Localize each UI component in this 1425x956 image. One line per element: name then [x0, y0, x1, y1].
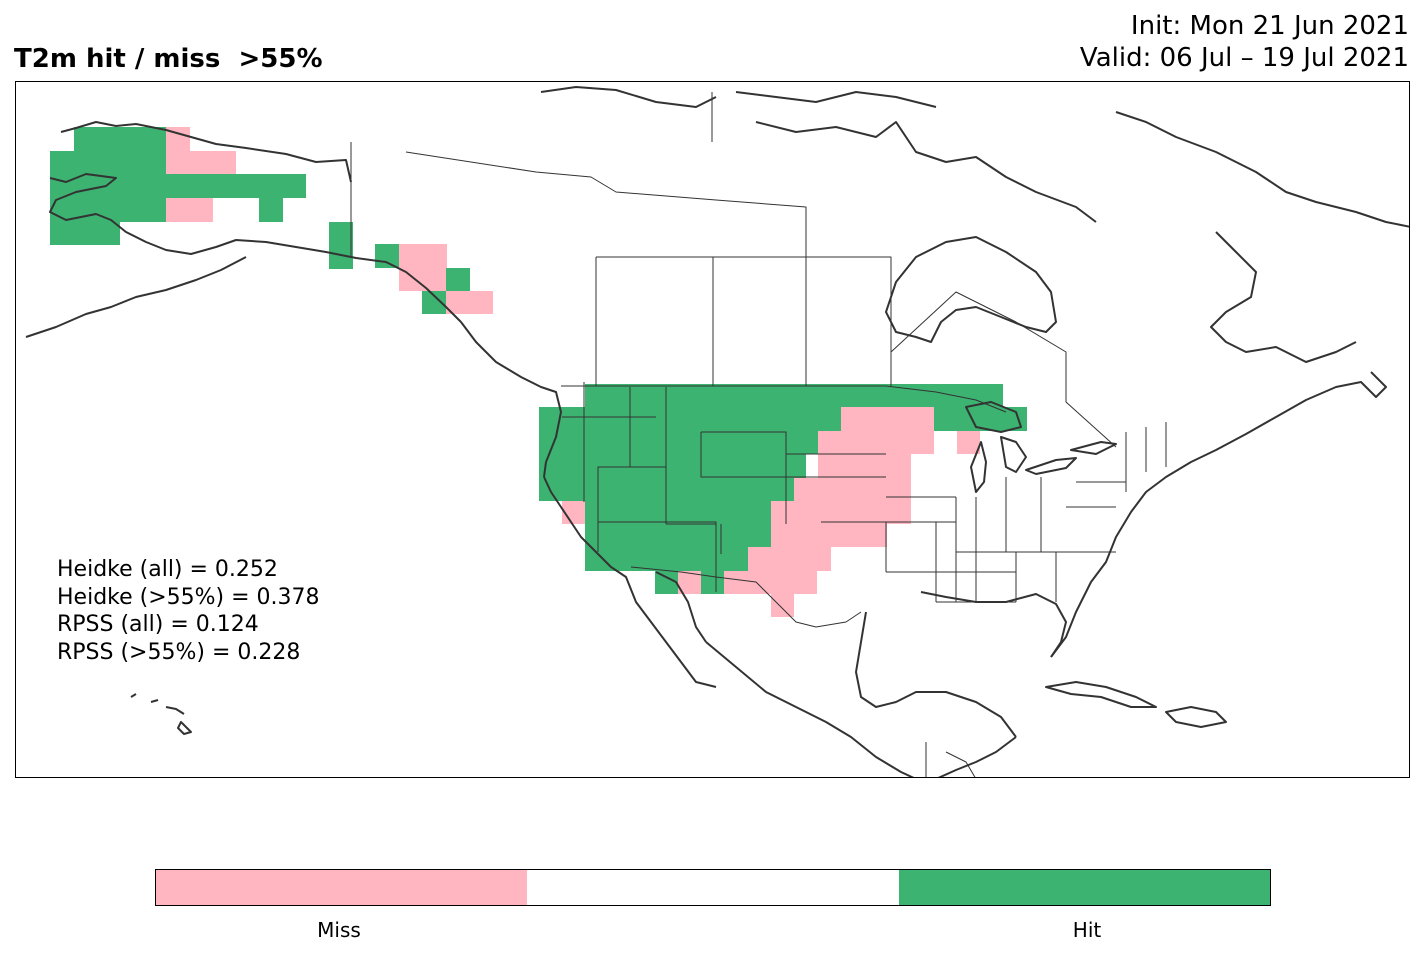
hudson-bay [885, 236, 1057, 343]
hit-cell [375, 244, 399, 268]
miss-cell [818, 454, 911, 478]
canada-us-border [561, 385, 1007, 413]
hit-cell [539, 431, 829, 454]
miss-cell [841, 407, 934, 431]
us-state-borders [562, 382, 1167, 603]
hit-cell [74, 127, 166, 151]
rpss-all: RPSS (all) = 0.124 [57, 612, 259, 637]
hit-cell [50, 151, 166, 174]
coastlines [25, 86, 1409, 777]
miss-cell [399, 268, 446, 291]
colorbar-hit-segment [898, 870, 1270, 905]
hit-cell [585, 384, 1003, 407]
miss-cell [748, 547, 831, 571]
west-coast [543, 476, 717, 688]
colorbar-miss-segment [156, 870, 528, 905]
rpss-55: RPSS (>55%) = 0.228 [57, 639, 301, 665]
mexico-central-america [925, 742, 976, 777]
date-block: Init: Mon 21 Jun 2021 Valid: 06 Jul – 19… [1080, 10, 1409, 74]
pacific-nw-coast [460, 321, 562, 478]
miss-cell [818, 431, 934, 454]
hawaii [130, 693, 192, 735]
hit-cell [655, 571, 678, 594]
hit-cell [585, 524, 771, 547]
colorbar-neutral-segment [527, 870, 899, 905]
hit-cell [422, 291, 446, 314]
arctic-islands [540, 86, 1409, 363]
skill-scores: Heidke (all) = 0.252 Heidke (>55%) = 0.3… [57, 556, 320, 666]
colorbar-miss-label: Miss [317, 918, 361, 942]
us-mexico-border [630, 566, 862, 628]
mexico-coast [705, 641, 915, 777]
hit-miss-grid [50, 127, 1027, 617]
miss-cell [724, 571, 817, 594]
miss-cell [446, 291, 493, 314]
heidke-55: Heidke (>55%) = 0.378 [57, 584, 320, 610]
miss-cell [166, 151, 236, 174]
hit-cell [329, 222, 353, 269]
hispaniola [1165, 706, 1227, 728]
map-title: T2m hit / miss >55% [14, 44, 323, 74]
miss-cell [794, 478, 911, 501]
colorbar [155, 869, 1271, 906]
miss-cell [166, 198, 213, 222]
hit-cell [562, 501, 794, 524]
init-date: Init: Mon 21 Jun 2021 [1130, 11, 1409, 41]
hit-cell [50, 222, 120, 245]
miss-cell [957, 431, 980, 454]
miss-cell [678, 571, 701, 594]
hit-cell [259, 198, 283, 222]
heidke-all: Heidke (all) = 0.252 [57, 557, 278, 582]
miss-cell [771, 524, 887, 547]
miss-cell [771, 501, 911, 524]
map-canvas [25, 86, 1409, 777]
borders [350, 92, 1167, 777]
east-coast [1050, 371, 1387, 658]
colorbar-hit-label: Hit [1072, 918, 1102, 942]
canada-provinces [405, 92, 1117, 448]
alaska-coast [25, 121, 462, 338]
hit-cell [50, 174, 306, 198]
miss-cell [399, 244, 447, 268]
miss-cell [771, 594, 794, 617]
hit-cell [701, 571, 724, 594]
hit-cell [585, 547, 748, 571]
map-panel [15, 81, 1410, 778]
cuba [1045, 681, 1157, 708]
valid-range: Valid: 06 Jul – 19 Jul 2021 [1079, 43, 1409, 73]
gulf-coast [855, 591, 1067, 777]
great-lakes [965, 401, 1117, 493]
